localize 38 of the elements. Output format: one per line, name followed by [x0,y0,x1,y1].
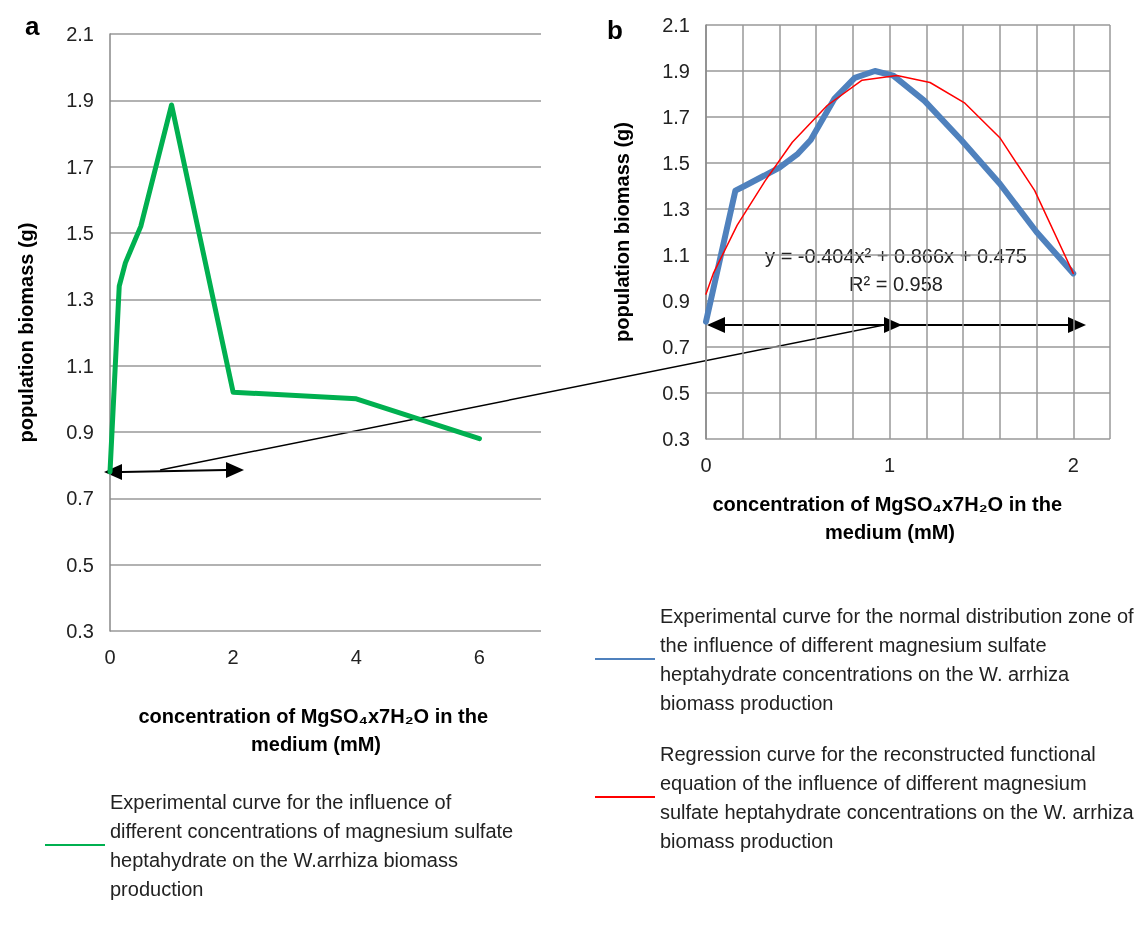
y-axis-title: population biomass (g) [611,122,633,342]
x-tick-label: 2 [227,646,239,668]
y-tick-label: 0.7 [66,487,94,510]
y-tick-label: 0.3 [662,428,690,450]
x-tick-label: 6 [473,646,485,668]
y-tick-label: 1.9 [66,89,94,112]
y-tick-label: 1.1 [66,354,94,377]
y-tick-label: 0.5 [662,382,690,404]
legend-label: Experimental curve for the normal distribution zone of the influence of different magnesium sulfate heptahydrate concentrations on the W. arrhiza biomass production [660,604,1140,714]
annotation: R² = 0.958 [849,273,943,295]
x-tick-label: 2 [1067,454,1079,476]
x-axis-title: concentration of MgSO₄x7H₂O in the medium (mM) [138,705,494,755]
y-tick-label: 1.5 [66,222,94,244]
y-tick-label: 0.9 [66,421,94,443]
y-tick-label: 1.3 [662,198,690,220]
y-tick-label: 2.1 [66,23,94,45]
y-tick-label: 0.5 [66,553,94,576]
y-tick-label: 1.1 [662,244,690,266]
chart-title: b [607,15,623,45]
y-tick-label: 0.9 [662,290,690,312]
x-tick-label: 1 [884,454,896,476]
legend-label: Regression curve for the reconstructed functional equation of the influence of different magnesium sulfate heptahydrate concentrations on the W. arrhiza biomass production [660,742,1140,852]
chart-title: a [25,11,40,41]
y-tick-label: 1.7 [66,155,94,178]
x-tick-label: 4 [350,646,362,668]
y-tick-label: 1.5 [662,152,690,174]
y-tick-label: 1.3 [66,288,94,311]
y-tick-label: 1.9 [662,60,690,82]
legend-label: Experimental curve for the influence of different concentrations of magnesium sulfate heptahydrate on the W.arrhiza biomass production [110,790,519,900]
y-axis-title: population biomass (g) [15,222,37,443]
y-tick-label: 0.3 [66,620,94,642]
y-tick-label: 2.1 [662,14,690,36]
x-tick-label: 0 [104,646,116,668]
x-tick-label: 0 [700,454,712,476]
y-tick-label: 0.7 [662,336,690,358]
y-tick-label: 1.7 [662,106,690,128]
x-axis-title: concentration of MgSO₄x7H₂O in the medium (mM) [712,493,1068,543]
annotation: y = -0.404x² + 0.866x + 0.475 [765,245,1027,267]
